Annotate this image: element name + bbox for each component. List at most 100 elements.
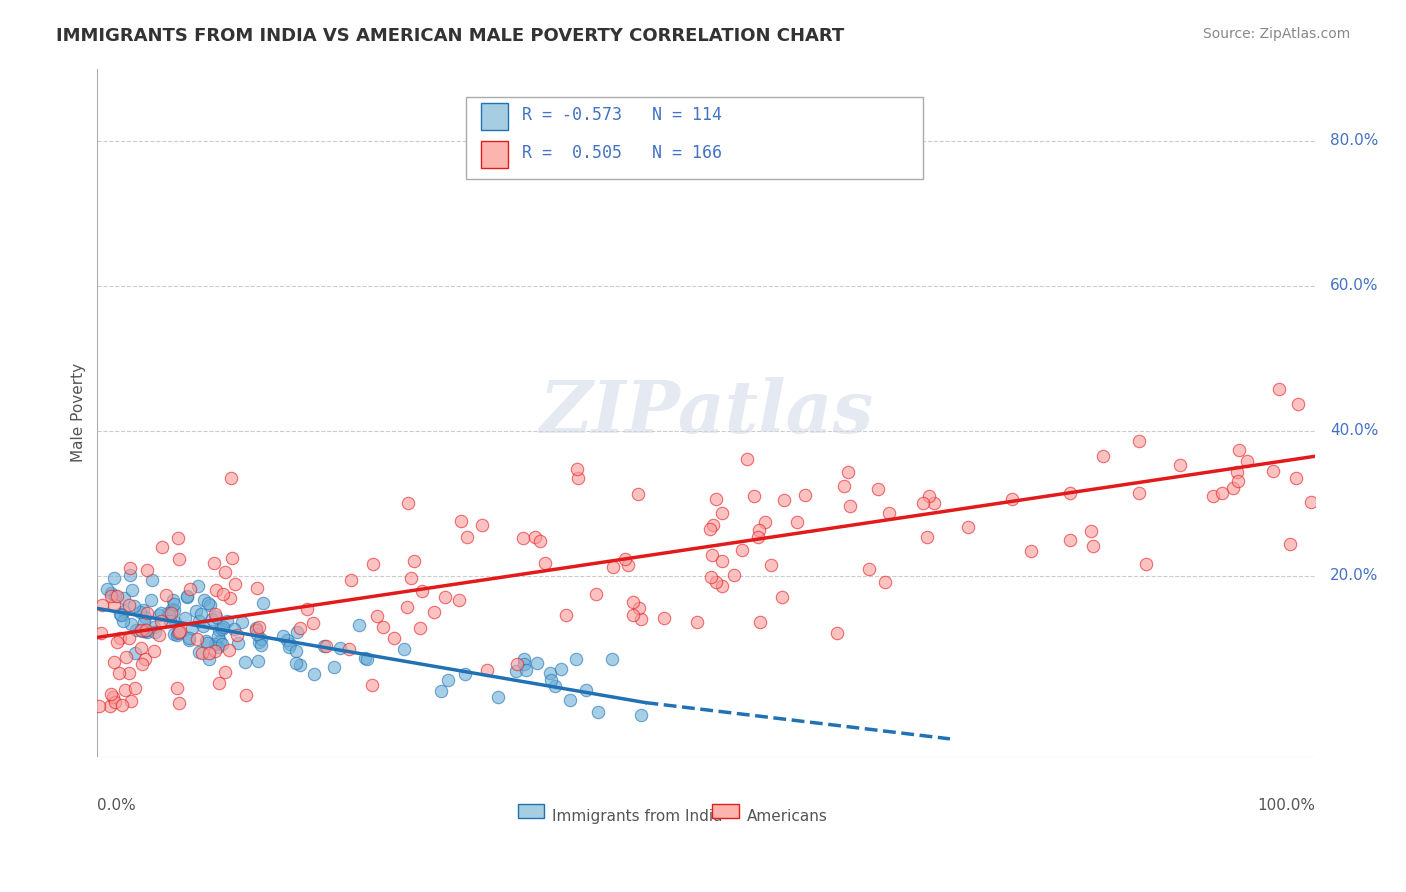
Point — [772, 493, 794, 508]
Point — [249, 638, 271, 652]
Point — [105, 589, 128, 603]
Point — [200, 599, 222, 613]
Point — [176, 590, 198, 604]
Point — [198, 651, 221, 665]
Point — [143, 643, 166, 657]
Point — [124, 599, 146, 613]
Point — [617, 558, 640, 572]
Point — [197, 646, 219, 660]
Point — [101, 690, 124, 705]
Text: 100.0%: 100.0% — [1257, 798, 1316, 814]
Point — [207, 640, 229, 655]
Point — [211, 587, 233, 601]
Point — [630, 708, 652, 723]
Point — [1261, 463, 1284, 477]
Text: R = -0.573   N = 114: R = -0.573 N = 114 — [523, 106, 723, 124]
Point — [1135, 557, 1157, 571]
Point — [208, 633, 231, 648]
Point — [513, 657, 536, 672]
Point — [141, 593, 163, 607]
Point — [786, 515, 808, 529]
Point — [108, 607, 131, 622]
Point — [131, 640, 153, 655]
Point — [1226, 475, 1249, 489]
Point — [187, 579, 209, 593]
Point — [630, 612, 652, 626]
Point — [167, 625, 190, 640]
Point — [858, 562, 880, 576]
Point — [187, 645, 209, 659]
Point — [924, 496, 946, 510]
Point — [284, 643, 307, 657]
Point — [1222, 481, 1244, 495]
Point — [118, 666, 141, 681]
Point — [873, 574, 896, 589]
Point — [686, 615, 709, 629]
Point — [110, 607, 132, 622]
Point — [202, 556, 225, 570]
Point — [150, 606, 173, 620]
Point — [246, 627, 269, 641]
Point — [191, 619, 214, 633]
Point — [340, 573, 363, 587]
Point — [602, 559, 624, 574]
Point — [143, 625, 166, 640]
Point — [100, 687, 122, 701]
Point — [169, 624, 191, 638]
Point — [477, 663, 499, 677]
Point — [112, 604, 135, 618]
Point — [226, 636, 249, 650]
Point — [433, 591, 456, 605]
Point — [120, 616, 142, 631]
Point — [349, 618, 371, 632]
Point — [1059, 486, 1081, 500]
Point — [141, 573, 163, 587]
Point — [710, 506, 733, 520]
Point — [723, 568, 745, 582]
Point — [284, 656, 307, 670]
Point — [235, 688, 257, 702]
Point — [114, 683, 136, 698]
Point — [515, 664, 537, 678]
Point — [190, 646, 212, 660]
Point — [233, 655, 256, 669]
Point — [1236, 454, 1258, 468]
Point — [450, 514, 472, 528]
Point — [770, 591, 793, 605]
Point — [1081, 540, 1104, 554]
Point — [186, 632, 208, 647]
Point — [197, 596, 219, 610]
Point — [87, 699, 110, 714]
Point — [134, 624, 156, 639]
Point — [399, 571, 422, 585]
Point — [103, 571, 125, 585]
Point — [104, 695, 127, 709]
Point — [839, 499, 862, 513]
Point — [711, 554, 734, 568]
Point — [163, 598, 186, 612]
Point — [118, 631, 141, 645]
Point — [866, 482, 889, 496]
Point — [742, 489, 765, 503]
Point — [103, 656, 125, 670]
Point — [396, 496, 419, 510]
Point — [288, 621, 311, 635]
FancyBboxPatch shape — [713, 804, 740, 818]
Point — [395, 599, 418, 614]
Point — [512, 531, 534, 545]
Point — [285, 624, 308, 639]
Point — [1226, 466, 1249, 480]
Point — [394, 641, 416, 656]
Point — [322, 660, 344, 674]
Point — [437, 673, 460, 687]
Point — [486, 690, 509, 704]
Point — [271, 629, 294, 643]
Point — [700, 548, 723, 562]
Point — [115, 650, 138, 665]
Point — [231, 615, 253, 629]
Text: 20.0%: 20.0% — [1330, 568, 1378, 583]
Point — [382, 632, 405, 646]
Point — [121, 582, 143, 597]
Point — [1284, 471, 1306, 485]
Point — [114, 591, 136, 605]
